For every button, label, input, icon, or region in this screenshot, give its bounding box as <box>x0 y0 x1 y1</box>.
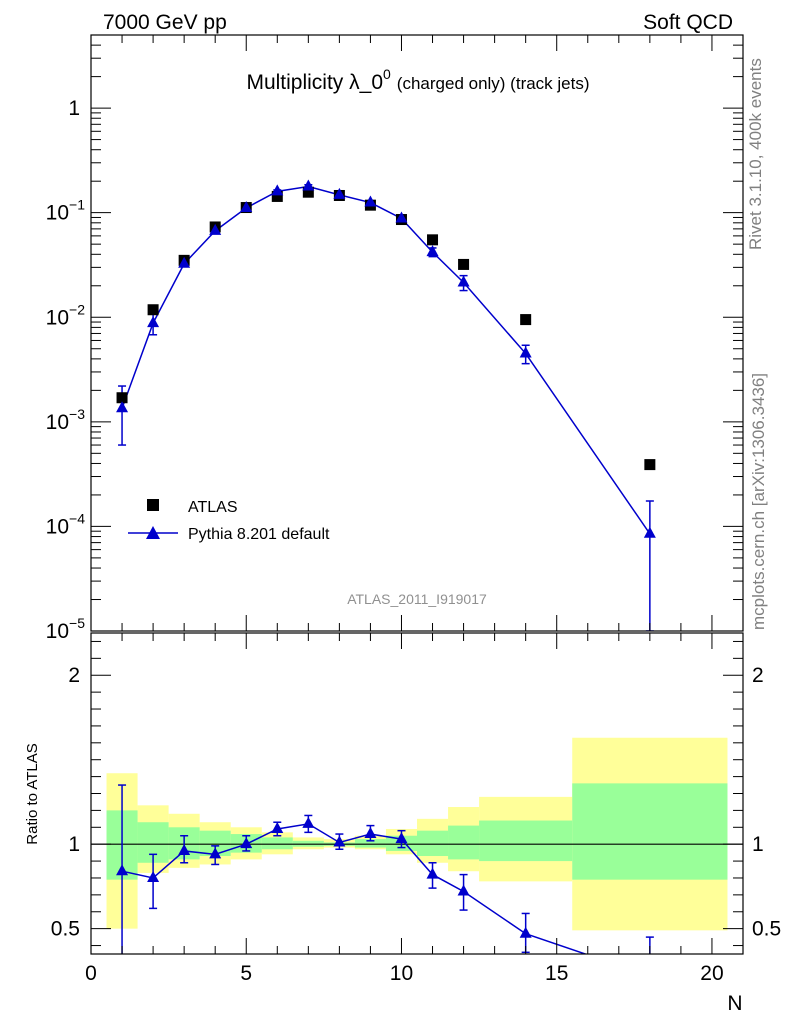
x-axis-label: N <box>727 992 742 1015</box>
main-ytick-label-1: 10−1 <box>46 197 86 225</box>
ratio-ytick-label-right-2: 2 <box>752 664 764 687</box>
band-inner-12 <box>479 820 573 862</box>
chart-title: Multiplicity λ_00 (charged only) (track j… <box>246 66 589 94</box>
analysis-reference: ATLAS_2011_I919017 <box>347 591 487 607</box>
ratio-point-9 <box>395 832 408 844</box>
mc-point-2 <box>178 256 191 268</box>
mc-point-9 <box>395 211 408 223</box>
mc-point-5 <box>271 184 284 196</box>
legend-mc-marker <box>146 526 160 539</box>
ratio-point-7 <box>333 835 346 847</box>
mc-point-3 <box>209 223 222 235</box>
band-inner-5 <box>261 837 293 850</box>
atlas-point-12 <box>520 314 532 326</box>
band-inner-10 <box>417 830 449 857</box>
header-right: Soft QCD <box>643 11 733 34</box>
ratio-ytick-label-left-2: 2 <box>68 664 80 687</box>
band-inner-8 <box>354 839 386 848</box>
mc-point-10 <box>426 245 439 257</box>
main-ytick-label-3: 10−3 <box>46 406 86 434</box>
ratio-ylabel: Ratio to ATLAS <box>24 743 41 844</box>
band-inner-11 <box>448 825 480 860</box>
atlas-point-0 <box>116 392 128 404</box>
main-ytick-label-4: 10−4 <box>46 510 86 538</box>
ratio-point-11 <box>457 884 470 896</box>
chart-title-sup: 0 <box>383 66 391 82</box>
atlas-point-1 <box>147 304 159 316</box>
ratio-ytick-label-right-0: 0.5 <box>752 918 781 941</box>
ratio-point-5 <box>271 821 284 833</box>
mc-point-1 <box>147 316 160 328</box>
ratio-point-4 <box>240 837 253 849</box>
header-left: 7000 GeV pp <box>103 11 227 34</box>
atlas-point-5 <box>271 190 283 202</box>
ratio-point-0 <box>116 864 129 876</box>
mc-point-6 <box>302 179 315 191</box>
main-ytick-label-5: 10−5 <box>46 615 86 643</box>
mc-point-0 <box>116 401 129 413</box>
ratio-point-1 <box>147 870 160 882</box>
ratio-plot-area <box>91 737 743 980</box>
chart-title-main: Multiplicity λ_0 <box>246 71 383 94</box>
x-tick-label-4: 20 <box>700 962 723 985</box>
x-tick-label-0: 0 <box>85 962 97 985</box>
legend: ATLAS Pythia 8.201 default <box>128 499 330 543</box>
legend-atlas-label: ATLAS <box>188 499 238 516</box>
mc-point-11 <box>457 275 470 287</box>
atlas-point-6 <box>302 186 314 198</box>
mc-point-4 <box>240 200 253 212</box>
x-tick-label-1: 5 <box>240 962 252 985</box>
atlas-point-10 <box>427 234 439 246</box>
ratio-ytick-label-left-0: 0.5 <box>51 918 80 941</box>
mc-point-7 <box>333 187 346 199</box>
main-plot-area <box>116 179 656 631</box>
ratio-point-3 <box>209 847 222 859</box>
atlas-point-11 <box>458 258 470 270</box>
chart-title-sub: (charged only) (track jets) <box>397 74 590 93</box>
main-ytick-label-2: 10−2 <box>46 301 86 329</box>
side-label-rivet: Rivet 3.1.10, 400k events <box>746 58 765 250</box>
atlas-point-13 <box>644 459 656 471</box>
ratio-point-6 <box>302 816 315 828</box>
ratio-ytick-label-right-1: 1 <box>752 833 764 856</box>
ratio-point-10 <box>426 867 439 879</box>
mc-point-13 <box>643 526 656 538</box>
mc-series-line <box>121 185 651 535</box>
x-tick-label-3: 15 <box>545 962 568 985</box>
legend-atlas-marker <box>147 499 159 511</box>
ratio-point-2 <box>178 843 191 855</box>
ratio-point-12 <box>519 926 532 938</box>
mc-point-8 <box>364 195 377 207</box>
legend-mc-label: Pythia 8.201 default <box>188 526 330 543</box>
ratio-ytick-label-left-1: 1 <box>68 833 80 856</box>
axes: 0 5 10 15 20 1 10−1 10−2 10−3 10−4 10−5 0.5 0.5 1 1 2 2 <box>46 34 781 985</box>
ratio-mc-line <box>121 823 588 954</box>
main-ytick-label-0: 1 <box>68 97 80 120</box>
ratio-point-13 <box>644 969 656 980</box>
x-tick-label-2: 10 <box>390 962 413 985</box>
mc-point-12 <box>519 346 532 358</box>
side-label-mcplots: mcplots.cern.ch [arXiv:1306.3436] <box>749 373 768 630</box>
band-inner-13 <box>572 783 728 880</box>
ratio-point-8 <box>364 827 377 839</box>
